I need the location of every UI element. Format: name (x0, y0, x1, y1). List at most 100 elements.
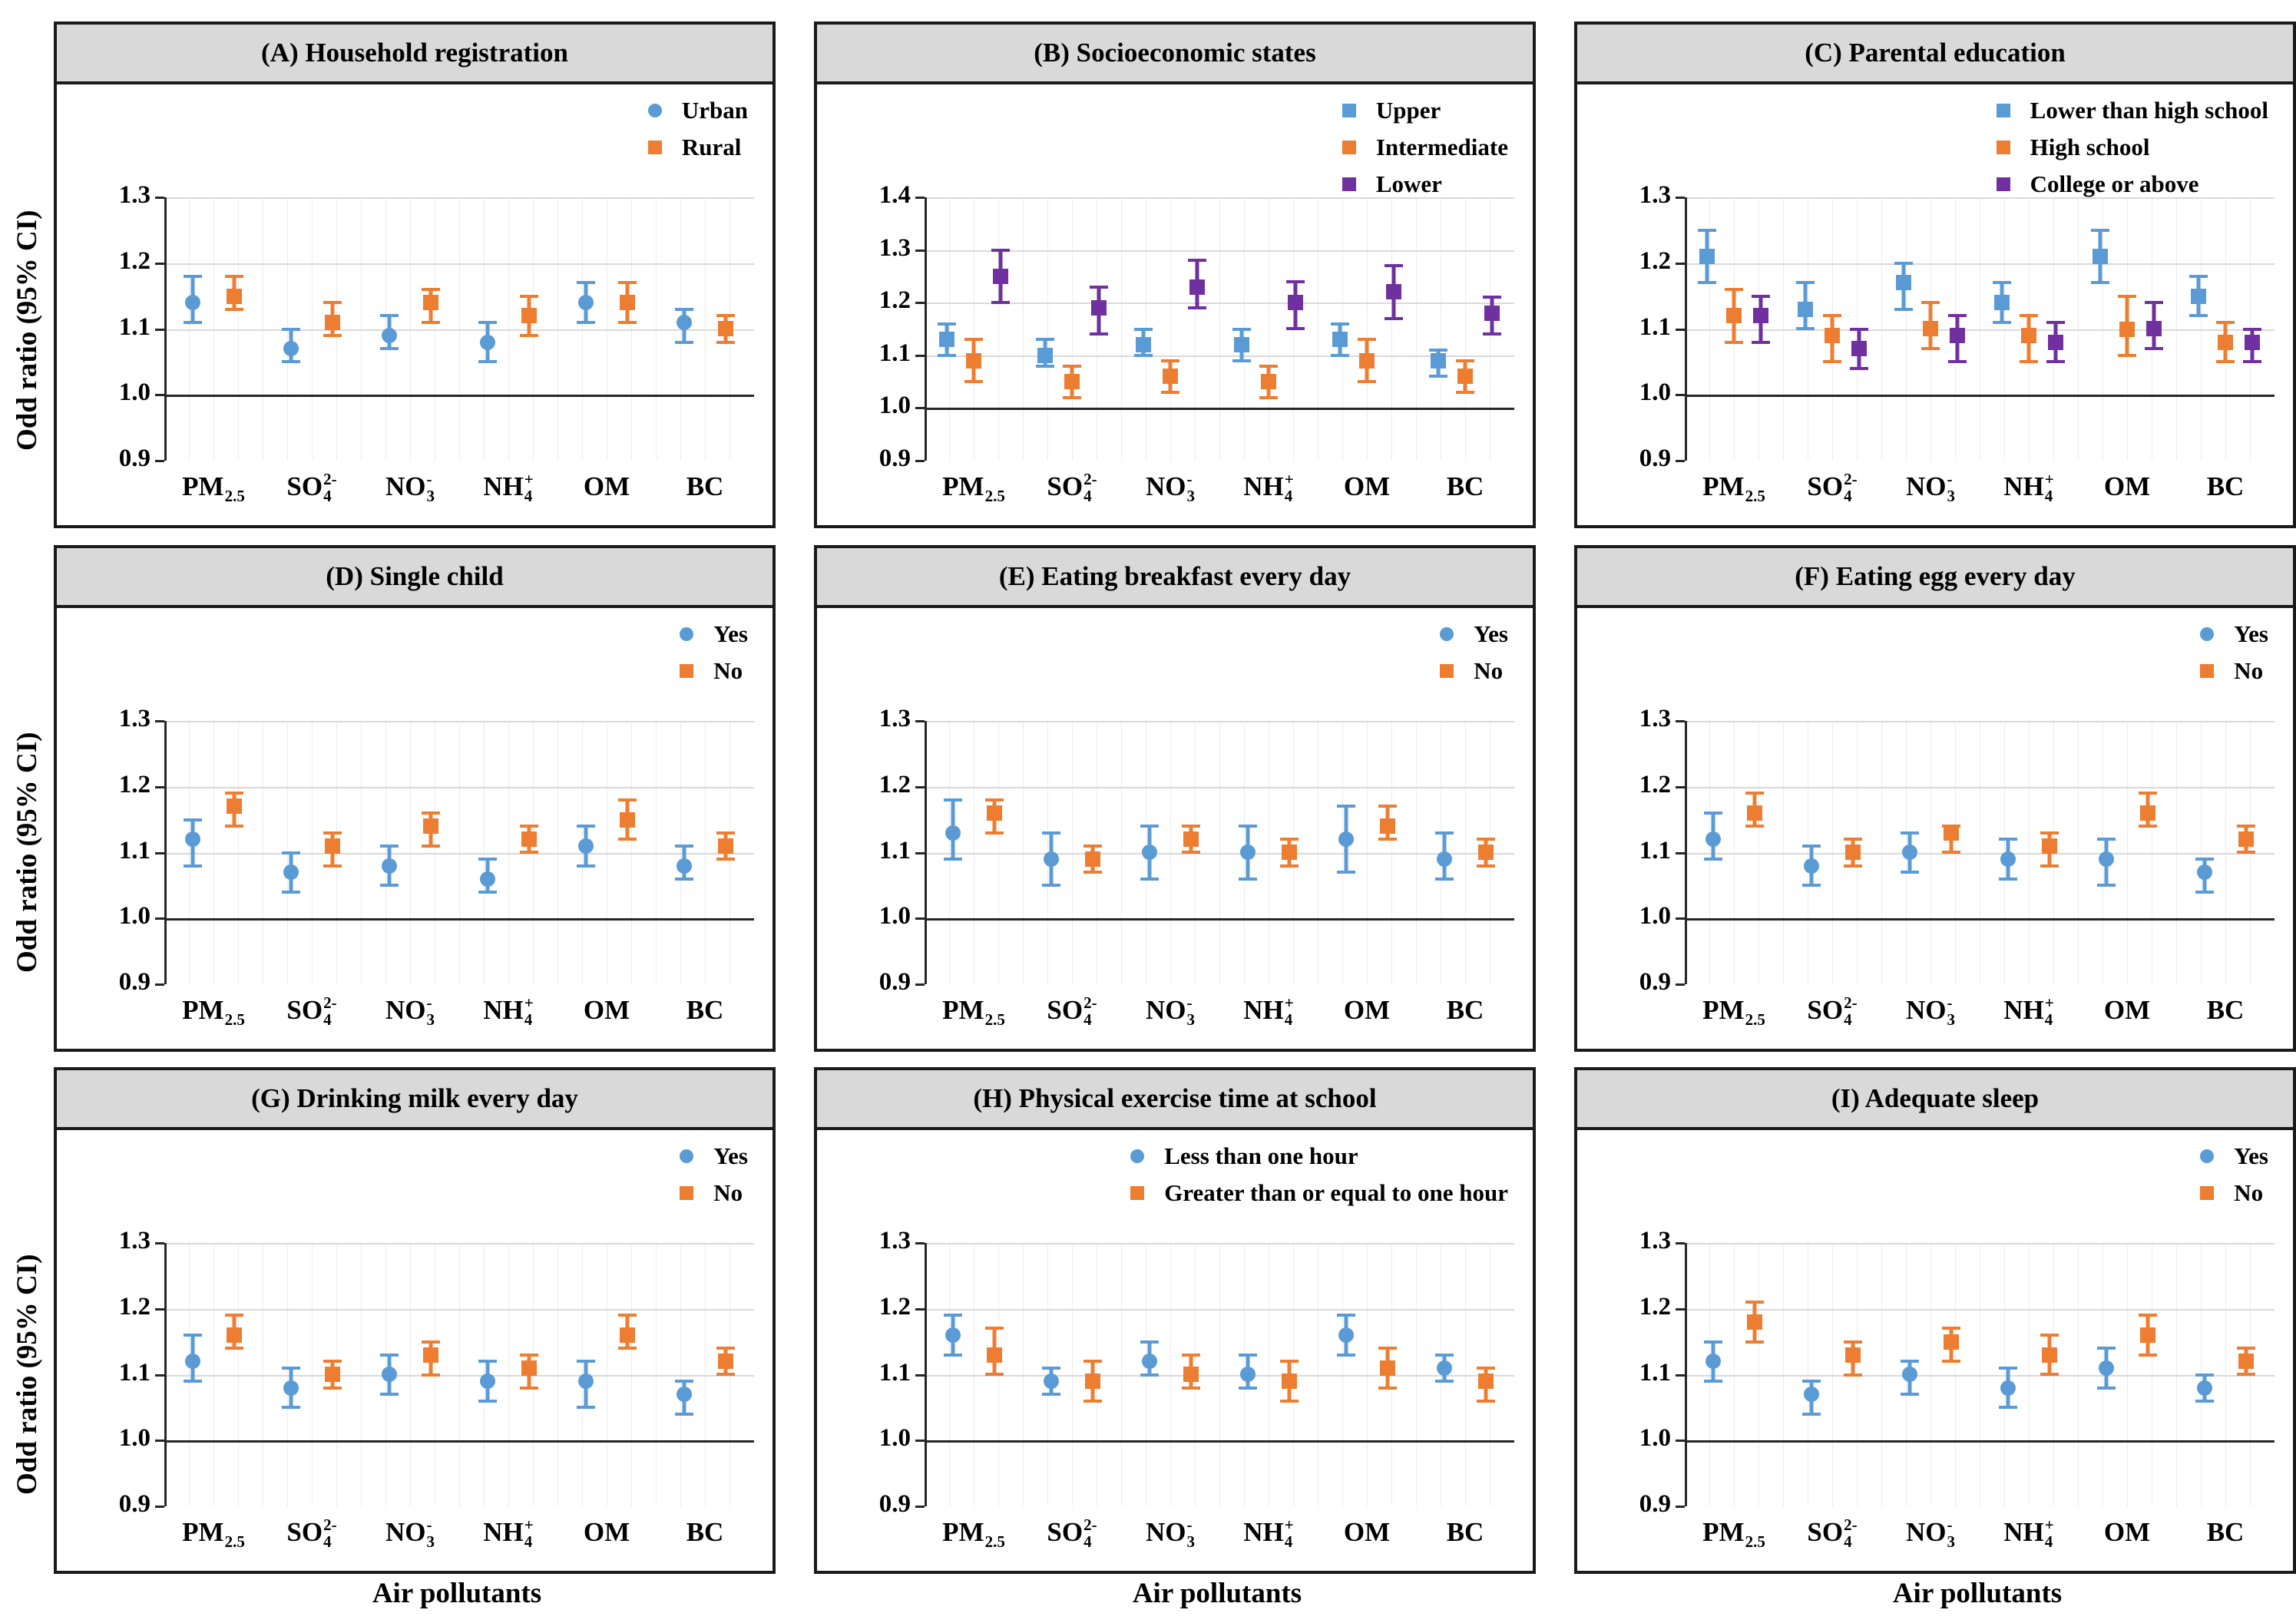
ci-errorbar-D-yes-0 (184, 818, 202, 868)
x-tick-script: 2.5 (985, 471, 1005, 505)
x-tick-sup (1745, 471, 1765, 488)
x-tick-main: BC (686, 471, 724, 501)
x-tick-label-bc: BC (1447, 1517, 1484, 1548)
x-tick-sub: 3 (1947, 487, 1956, 505)
ci-errorbar-A-rural-3 (520, 294, 538, 338)
x-tick-script: 2.5 (985, 995, 1005, 1029)
square-marker-icon (1085, 1373, 1100, 1390)
x-tick-sub: 4 (524, 1010, 533, 1029)
ci-cap-top (2020, 314, 2038, 318)
ci-cap-top (1358, 338, 1376, 342)
ci-errorbar-H-greater-than-or-equal-to-one-hour-4 (1378, 1347, 1397, 1390)
x-tick-main: PM (182, 471, 224, 501)
x-tick-label-pm: PM 2.5 (182, 471, 245, 505)
ci-cap-top (225, 1314, 243, 1317)
circle-marker-icon (578, 295, 594, 311)
ci-errorbar-D-no-2 (422, 812, 440, 848)
x-tick-sub: 4 (1844, 1010, 1852, 1029)
ci-errorbar-G-no-4 (618, 1314, 637, 1350)
square-marker-icon (2200, 664, 2215, 678)
ci-cap-top (1745, 1301, 1764, 1304)
ci-errorbar-E-yes-4 (1337, 805, 1355, 874)
ci-cap-bottom (1745, 825, 1764, 828)
x-tick-main: BC (1446, 471, 1484, 501)
legend-label: Lower than high school (2030, 97, 2268, 124)
x-tick-sup (1745, 995, 1765, 1012)
ci-errorbar-B-lower-2 (1188, 259, 1206, 310)
ci-cap-top (1083, 844, 1102, 848)
ci-errorbar-A-rural-4 (618, 281, 637, 324)
y-tick-label: 0.9 (118, 968, 151, 996)
gridline (164, 721, 754, 722)
ci-cap-top (1385, 264, 1403, 268)
legend-item-urban: Urban (647, 97, 748, 124)
square-marker-icon (1747, 1314, 1762, 1330)
ci-errorbar-E-no-4 (1378, 805, 1397, 841)
x-tick-sup: + (1284, 993, 1294, 1012)
square-marker-icon (1183, 831, 1199, 848)
square-marker-icon (1261, 374, 1276, 390)
panel-body: 0.9 1.0 1.1 1.2 1.3 PM 2.5 SO 2- 4 NO -3 NH +4 OM BC Ye… (1577, 1130, 2293, 1571)
ci-cap-bottom (2097, 884, 2116, 888)
y-tick-label: 0.9 (878, 445, 911, 472)
ci-errorbar-H-greater-than-or-equal-to-one-hour-0 (985, 1327, 1004, 1377)
y-tick-mark (915, 460, 925, 462)
panel-title-bar: (G) Drinking milk every day (57, 1070, 773, 1130)
gridline (164, 1308, 754, 1311)
x-axis-title-col3: Air pollutants (1892, 1578, 2063, 1609)
ci-errorbar-E-yes-2 (1140, 825, 1159, 881)
ci-errorbar-D-no-0 (225, 792, 243, 828)
circle-marker-icon (1338, 1327, 1354, 1344)
ci-cap-bottom (2091, 281, 2109, 285)
panel-title: (G) Drinking milk every day (251, 1083, 578, 1113)
x-tick-main: NO (1146, 471, 1186, 501)
legend-item-no: No (680, 657, 748, 685)
circle-marker-icon (480, 1373, 495, 1390)
y-tick-label: 1.1 (878, 836, 911, 864)
legend: Yes No (1440, 620, 1508, 685)
y-tick-mark (915, 1506, 925, 1508)
ci-errorbar-C-lower-than-high-school-5 (2189, 274, 2208, 318)
x-tick-sup: - (426, 470, 432, 488)
circle-marker-icon (185, 1354, 200, 1370)
ci-errorbar-E-no-5 (1477, 838, 1495, 868)
ci-errorbar-H-greater-than-or-equal-to-one-hour-2 (1182, 1353, 1200, 1390)
y-tick-label: 1.2 (118, 770, 151, 798)
reference-line-1 (925, 408, 1514, 411)
square-marker-icon (1183, 1367, 1199, 1383)
y-tick-mark (915, 785, 925, 788)
ci-cap-bottom (2216, 360, 2235, 364)
x-tick-sub: 4 (524, 1532, 533, 1551)
gridline (1685, 1374, 2274, 1377)
legend-label: Greater than or equal to one hour (1164, 1179, 1508, 1206)
ci-cap-bottom (1752, 340, 1770, 344)
y-tick-mark (1676, 983, 1685, 986)
x-tick-sub: 2.5 (984, 487, 1005, 505)
plot-area (164, 1243, 754, 1506)
y-tick-label: 1.0 (878, 392, 911, 420)
x-tick-sup: - (1947, 1516, 1953, 1534)
x-tick-label-pm: PM 2.5 (942, 471, 1005, 505)
ci-cap-bottom (1182, 1386, 1200, 1390)
legend-label: No (713, 657, 743, 684)
ci-cap-top (991, 248, 1010, 252)
ci-errorbar-D-no-4 (618, 798, 637, 841)
y-axis-line (164, 721, 167, 984)
ci-errorbar-C-lower-than-high-school-2 (1894, 261, 1913, 311)
ci-cap-bottom (1993, 320, 2011, 324)
ci-errorbar-B-upper-4 (1331, 322, 1349, 357)
ci-cap-bottom (1942, 851, 1960, 854)
ci-errorbar-D-yes-3 (478, 858, 497, 894)
ci-cap-bottom (944, 858, 962, 861)
y-tick-mark (1676, 197, 1685, 199)
x-tick-sub: 3 (1186, 1532, 1196, 1551)
ci-errorbar-B-upper-0 (938, 322, 956, 357)
y-tick-mark (1676, 460, 1685, 462)
legend-label: No (2234, 1179, 2264, 1206)
gridline (1685, 263, 2274, 265)
x-tick-sup: 2- (1844, 1516, 1858, 1534)
ci-cap-top (2237, 825, 2255, 828)
x-tick-label-no: NO -3 (1146, 995, 1195, 1029)
x-tick-label-pm: PM 2.5 (942, 995, 1005, 1029)
x-tick-sub: 3 (426, 1010, 435, 1029)
